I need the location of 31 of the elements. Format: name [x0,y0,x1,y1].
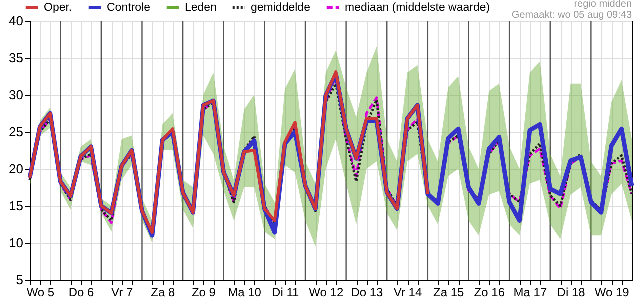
y-tick-label: 25 [9,124,24,140]
legend-label: Oper. [44,2,72,14]
y-tick-label: 35 [9,50,24,66]
legend-label: gemiddelde [251,2,310,14]
x-tick-label: Wo 19 [594,286,630,300]
legend-label: Leden [185,2,217,14]
x-tick-label: Za 15 [433,286,465,300]
legend-label: Controle [107,2,150,14]
x-tick-label: Zo 9 [192,286,216,300]
y-tick-label: 10 [9,236,24,250]
x-tick-label: Do 6 [68,286,95,300]
x-tick-label: Vr 14 [394,286,422,300]
y-tick-label: 20 [9,162,24,176]
x-tick-label: Do 13 [351,286,384,300]
y-tick-label: 15 [9,198,24,214]
x-tick-label: Di 11 [272,286,300,300]
y-tick-label: 40 [9,14,24,28]
x-tick-label: Wo 5 [26,286,55,300]
line-series [28,70,430,234]
text: Gemaakt: wo 05 aug 09:43 [512,10,632,21]
x-tick-label: Ma 17 [514,286,548,300]
x-tick-label: Ma 10 [228,286,262,300]
x-tick-label: Za 8 [151,286,176,300]
text: regio midden [574,0,632,10]
x-tick-label: Wo 12 [309,286,344,300]
y-tick-label: 30 [9,88,24,102]
y-tick-label: 5 [16,272,24,288]
x-tick-label: Di 18 [557,286,586,300]
legend-label: mediaan (middelste waarde) [345,2,490,14]
x-tick-label: Vr 7 [112,286,134,300]
x-tick-label: Zo 16 [474,286,506,300]
